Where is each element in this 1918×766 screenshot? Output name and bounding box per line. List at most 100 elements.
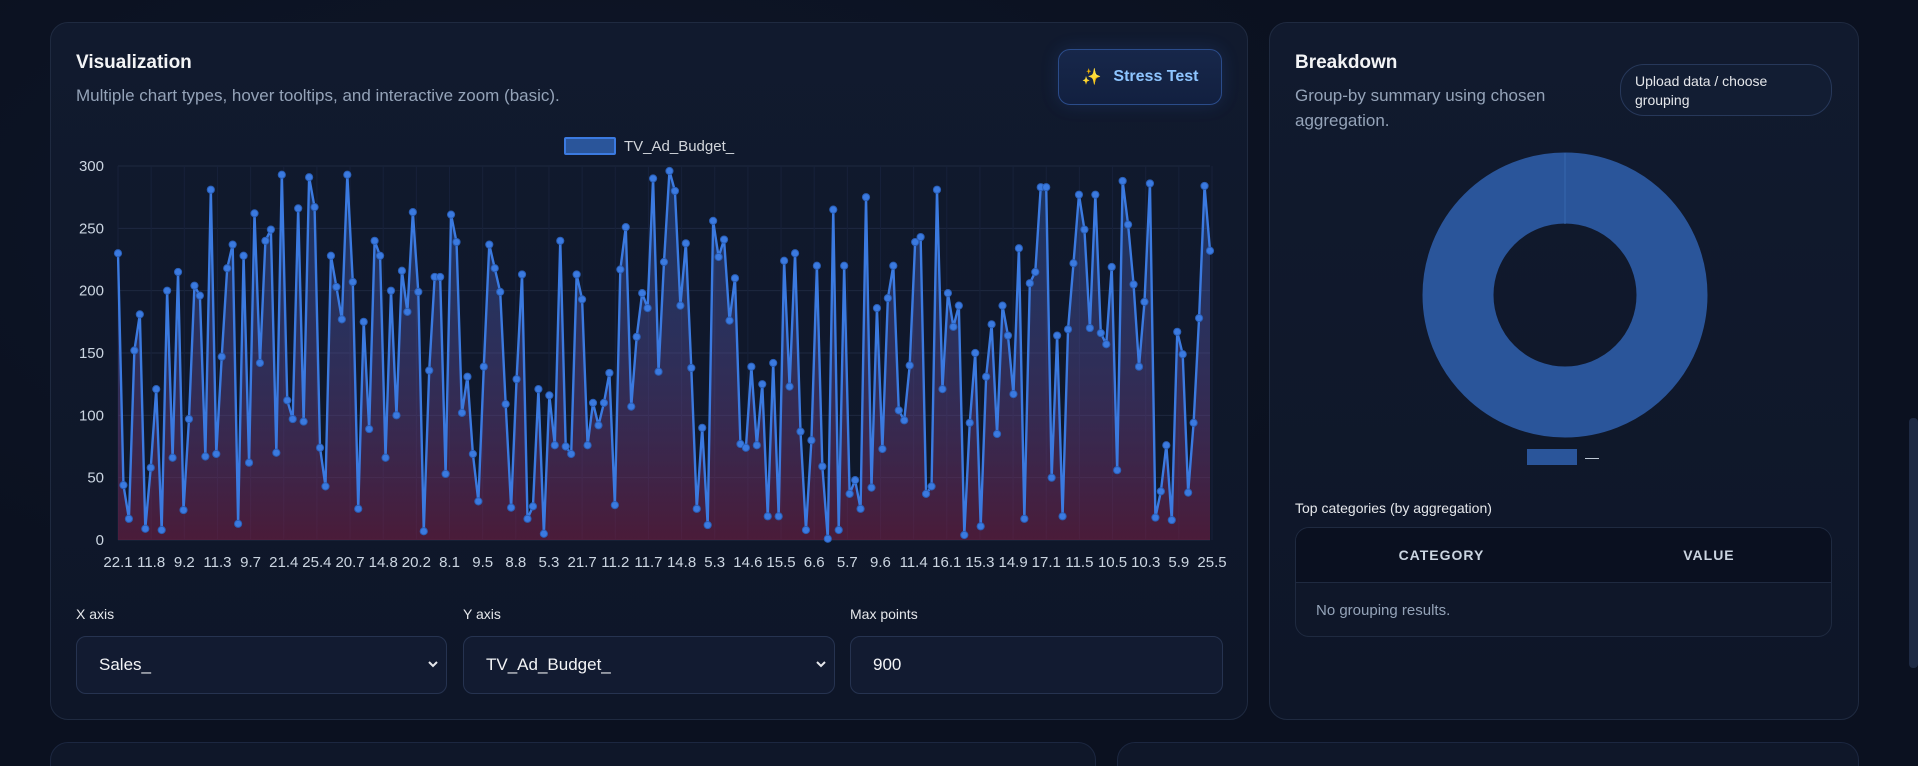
data-point[interactable] [135, 310, 144, 319]
data-point[interactable] [173, 267, 183, 277]
data-point[interactable] [790, 249, 800, 258]
data-point[interactable] [1134, 362, 1144, 371]
data-point[interactable] [179, 505, 188, 515]
data-point[interactable] [501, 400, 510, 409]
data-point[interactable] [643, 304, 652, 313]
data-point[interactable] [823, 534, 832, 543]
data-point[interactable] [878, 444, 887, 454]
data-point[interactable] [496, 287, 505, 297]
data-point[interactable] [244, 458, 254, 467]
data-point[interactable] [741, 443, 751, 452]
data-point[interactable] [315, 443, 325, 452]
data-point[interactable] [381, 453, 390, 462]
data-point[interactable] [1102, 340, 1111, 349]
data-point[interactable] [517, 270, 527, 279]
data-point[interactable] [1145, 179, 1155, 188]
data-point[interactable] [441, 469, 450, 479]
data-point[interactable] [719, 235, 729, 244]
data-point[interactable] [365, 424, 374, 434]
data-point[interactable] [927, 482, 936, 491]
data-point[interactable] [1074, 190, 1084, 199]
data-point[interactable] [1162, 441, 1171, 450]
data-point[interactable] [670, 186, 680, 196]
upload-data-button[interactable]: Upload data / choose grouping [1620, 64, 1832, 116]
data-point[interactable] [829, 205, 838, 214]
data-point[interactable] [201, 452, 210, 461]
data-point[interactable] [774, 512, 783, 521]
data-point[interactable] [223, 264, 232, 273]
data-point[interactable] [403, 307, 412, 316]
data-point[interactable] [889, 261, 898, 270]
data-point[interactable] [747, 362, 756, 371]
data-point[interactable] [812, 261, 821, 270]
data-point[interactable] [1069, 259, 1078, 268]
data-point[interactable] [905, 361, 914, 370]
data-point[interactable] [605, 368, 614, 378]
data-point[interactable] [1194, 313, 1204, 323]
data-point[interactable] [627, 402, 636, 411]
data-point[interactable] [1200, 181, 1209, 191]
data-point[interactable] [1129, 280, 1138, 289]
data-point[interactable] [539, 529, 548, 538]
data-point[interactable] [239, 251, 248, 260]
data-point[interactable] [392, 411, 401, 420]
data-point[interactable] [971, 348, 980, 358]
data-point[interactable] [911, 237, 920, 247]
data-point[interactable] [845, 489, 854, 498]
data-point[interactable] [534, 385, 543, 394]
data-point[interactable] [583, 441, 592, 450]
data-point[interactable] [960, 530, 969, 540]
max-points-input[interactable]: 900 [850, 636, 1223, 694]
data-point[interactable] [414, 287, 423, 297]
data-point[interactable] [769, 358, 778, 368]
data-point[interactable] [1107, 262, 1116, 272]
data-point[interactable] [1009, 390, 1018, 399]
data-point[interactable] [801, 525, 811, 535]
data-point[interactable] [714, 252, 723, 262]
data-point[interactable] [1085, 323, 1094, 333]
data-point[interactable] [916, 232, 925, 242]
data-point[interactable] [610, 500, 619, 510]
data-point[interactable] [900, 416, 909, 425]
data-point[interactable] [692, 504, 701, 513]
data-point[interactable] [141, 524, 150, 533]
data-point[interactable] [146, 463, 155, 472]
data-point[interactable] [397, 266, 407, 275]
page-scrollbar[interactable] [1909, 418, 1918, 668]
data-point[interactable] [561, 442, 570, 451]
data-point[interactable] [1184, 488, 1193, 497]
data-point[interactable] [277, 170, 286, 179]
data-point[interactable] [446, 210, 456, 219]
data-point[interactable] [425, 366, 434, 375]
data-point[interactable] [796, 427, 805, 436]
data-point[interactable] [632, 332, 641, 341]
data-point[interactable] [452, 237, 461, 247]
data-point[interactable] [709, 216, 718, 225]
data-point[interactable] [1031, 267, 1040, 277]
data-point[interactable] [1020, 514, 1029, 523]
data-point[interactable] [474, 497, 483, 506]
data-point[interactable] [250, 209, 259, 218]
data-point[interactable] [1151, 513, 1160, 522]
chart-legend[interactable]: TV_Ad_Budget_ [564, 137, 735, 155]
data-point[interactable] [512, 375, 521, 384]
data-point[interactable] [1096, 328, 1105, 338]
data-point[interactable] [594, 421, 603, 430]
data-point[interactable] [698, 423, 707, 432]
data-point[interactable] [113, 249, 123, 258]
data-point[interactable] [436, 272, 445, 282]
data-point[interactable] [965, 418, 974, 427]
donut-chart[interactable] [1420, 150, 1710, 440]
data-point[interactable] [987, 320, 996, 329]
data-point[interactable] [1189, 418, 1198, 427]
data-point[interactable] [856, 504, 865, 513]
data-point[interactable] [567, 449, 576, 459]
data-point[interactable] [654, 367, 663, 376]
data-point[interactable] [638, 289, 647, 298]
data-point[interactable] [752, 441, 761, 450]
data-point[interactable] [725, 316, 734, 325]
data-point[interactable] [676, 301, 685, 310]
data-point[interactable] [212, 449, 221, 459]
data-point[interactable] [119, 481, 128, 490]
data-point[interactable] [217, 352, 226, 361]
